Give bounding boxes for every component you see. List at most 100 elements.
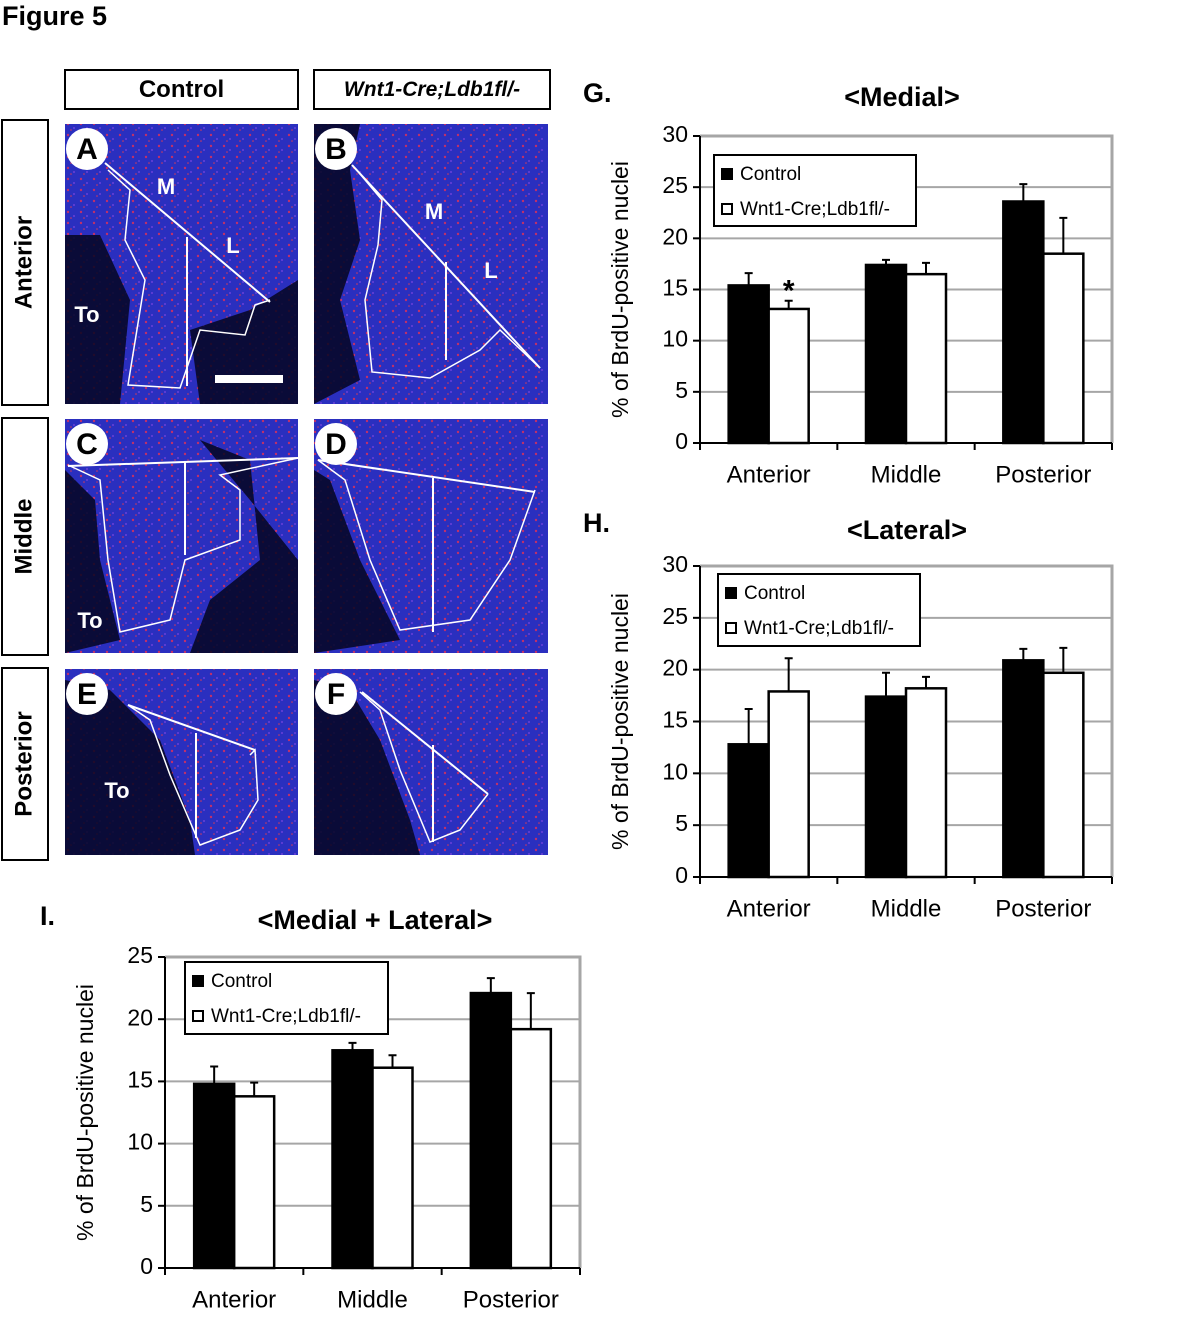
tissue-outline [107, 169, 271, 389]
tissue-outline [359, 691, 489, 843]
legend-label: Wnt1-Cre;Ldb1fl/- [740, 199, 890, 220]
x-tick-label: Posterior [995, 461, 1091, 488]
scale-bar [215, 375, 283, 383]
chart-title: <Lateral> [847, 515, 967, 545]
tissue-gap [314, 680, 420, 855]
y-tick-label: 0 [140, 1253, 153, 1279]
y-tick-label: 25 [662, 603, 688, 629]
division-line [104, 162, 271, 303]
tissue-gap [65, 680, 195, 855]
region-label: L [226, 233, 239, 258]
legend-swatch [192, 1010, 204, 1022]
error-bar [922, 261, 930, 275]
legend-swatch [192, 975, 204, 987]
error-bar [882, 671, 890, 697]
bar [232, 1095, 276, 1270]
y-tick-label: 25 [662, 172, 688, 198]
legend-swatch [721, 168, 733, 180]
x-tick-label: Middle [871, 461, 942, 488]
y-tick-label: 25 [127, 942, 153, 968]
error-bar [784, 299, 793, 309]
x-tick-label: Posterior [995, 895, 1091, 922]
tissue-outline [127, 704, 259, 846]
panel-letter: D [325, 428, 347, 461]
x-tick-label: Anterior [727, 895, 811, 922]
y-axis-label: % of BrdU-positive nuclei [72, 984, 98, 1241]
legend-label: Control [744, 583, 805, 604]
bar [371, 1066, 414, 1270]
column-header-box [313, 69, 551, 110]
bar [767, 307, 810, 445]
legend-label: Wnt1-Cre;Ldb1fl/- [744, 618, 894, 639]
x-tick-label: Anterior [192, 1286, 276, 1313]
region-label: To [104, 778, 129, 803]
legend-box [713, 154, 917, 227]
region-label: To [74, 302, 99, 327]
error-bar [1059, 646, 1068, 673]
column-header: Wnt1-Cre;Ldb1fl/- [344, 78, 520, 101]
x-tick-label: Anterior [727, 461, 811, 488]
legend-label: Control [740, 164, 801, 185]
y-tick-label: 30 [662, 551, 688, 577]
legend-swatch [725, 622, 737, 634]
legend-box [717, 573, 921, 647]
plot-frame [700, 134, 1114, 443]
x-tick-label: Middle [337, 1286, 408, 1313]
region-label: M [157, 174, 175, 199]
y-tick-label: 20 [662, 655, 688, 681]
chart-title: <Medial> [844, 82, 960, 112]
bar [1002, 659, 1045, 879]
error-bar [210, 1065, 219, 1084]
legend-label: Wnt1-Cre;Ldb1fl/- [211, 1006, 361, 1027]
y-tick-label: 5 [675, 377, 688, 403]
bar [331, 1049, 374, 1270]
charts: G. <Medial> % of BrdU-positive nuclei 0 5 10 1… [40, 78, 1114, 1313]
error-bar [486, 977, 495, 994]
chart-title: <Medial + Lateral> [258, 905, 493, 935]
bar [727, 743, 770, 879]
legend-box [184, 961, 389, 1035]
y-tick-label: 10 [662, 758, 688, 784]
tissue-outline [67, 457, 299, 633]
bar [904, 687, 948, 879]
row-header: Posterior [10, 711, 37, 816]
error-bar [526, 992, 535, 1030]
image-panels: Control Wnt1-Cre;Ldb1fl/- Anterior Middle Po… [1, 69, 551, 861]
bar [1042, 671, 1085, 879]
tissue-outline [354, 167, 541, 379]
bar [1002, 200, 1045, 445]
y-tick-label: 5 [675, 810, 688, 836]
y-tick-label: 20 [127, 1004, 153, 1030]
error-bar [744, 272, 753, 286]
bar [727, 284, 770, 445]
figure-title: Figure 5 [2, 1, 107, 31]
tissue-gap [65, 440, 298, 653]
row-header: Middle [10, 499, 37, 575]
region-label: To [77, 608, 102, 633]
bar [904, 272, 948, 445]
column-header: Control [139, 76, 224, 103]
panel-label: H. [583, 508, 610, 538]
error-bar [250, 1081, 259, 1097]
division-line [67, 457, 299, 467]
legend-label: Control [211, 971, 272, 992]
row-header-box [1, 119, 49, 406]
panel-letter: E [77, 678, 97, 711]
y-tick-label: 10 [662, 326, 688, 352]
y-tick-label: 15 [127, 1066, 153, 1092]
panel-letter: F [327, 678, 345, 711]
y-tick-label: 30 [662, 121, 688, 147]
significance-marker: * [783, 275, 795, 308]
plot-frame [165, 955, 582, 1268]
row-header: Anterior [10, 216, 37, 309]
panel-label: I. [40, 901, 55, 931]
bar [509, 1027, 553, 1270]
y-tick-label: 15 [662, 707, 688, 733]
tissue-gap [65, 235, 298, 404]
division-line [361, 691, 489, 795]
division-line [127, 704, 256, 751]
panel-letter-badge [66, 673, 108, 715]
y-tick-label: 10 [127, 1129, 153, 1155]
